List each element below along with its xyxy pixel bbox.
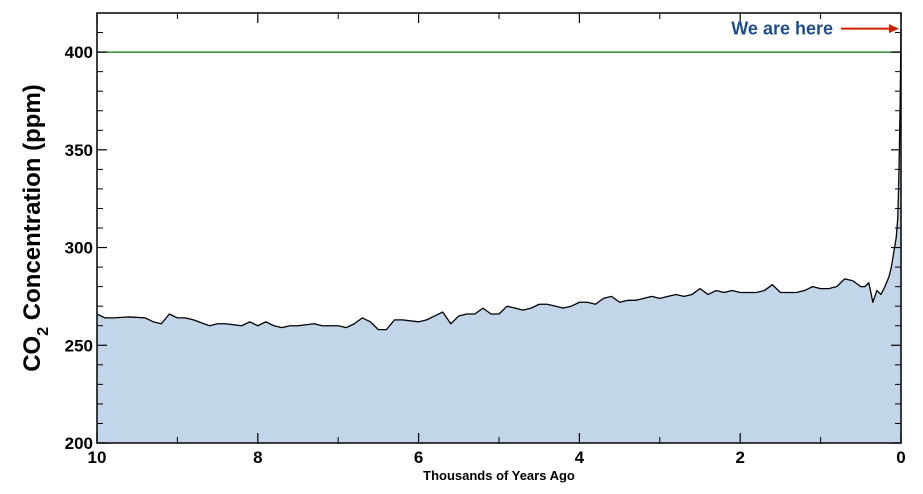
series-line-layer (96, 28, 902, 331)
x-axis-title: Thousands of Years Ago (423, 468, 575, 483)
annotation-arrowhead (889, 24, 899, 34)
x-tick-label: 0 (896, 448, 905, 467)
series-area (97, 28, 901, 443)
y-axis-title-subscript: 2 (35, 327, 52, 336)
y-tick-label: 300 (65, 239, 93, 258)
x-tick-label: 8 (253, 448, 262, 467)
series-line (96, 28, 902, 331)
y-tick-label: 350 (65, 141, 93, 160)
x-tick-label: 2 (735, 448, 744, 467)
y-tick-label: 200 (65, 434, 93, 453)
y-axis-title-co: CO (19, 336, 46, 372)
x-tick-label: 10 (88, 448, 107, 467)
y-axis-title: CO2 Concentration (ppm) (19, 84, 52, 372)
x-tick-label: 6 (414, 448, 423, 467)
series-area-layer (97, 28, 901, 443)
annotation-we-are-here: We are here (731, 19, 833, 39)
x-tick-label: 4 (575, 448, 585, 467)
y-tick-label: 250 (65, 336, 93, 355)
tick-layer: 10 8 6 4 2 0 200 250 300 350 400 (65, 13, 906, 467)
y-tick-label: 400 (65, 43, 93, 62)
y-axis-title-rest: Concentration (ppm) (19, 84, 46, 327)
